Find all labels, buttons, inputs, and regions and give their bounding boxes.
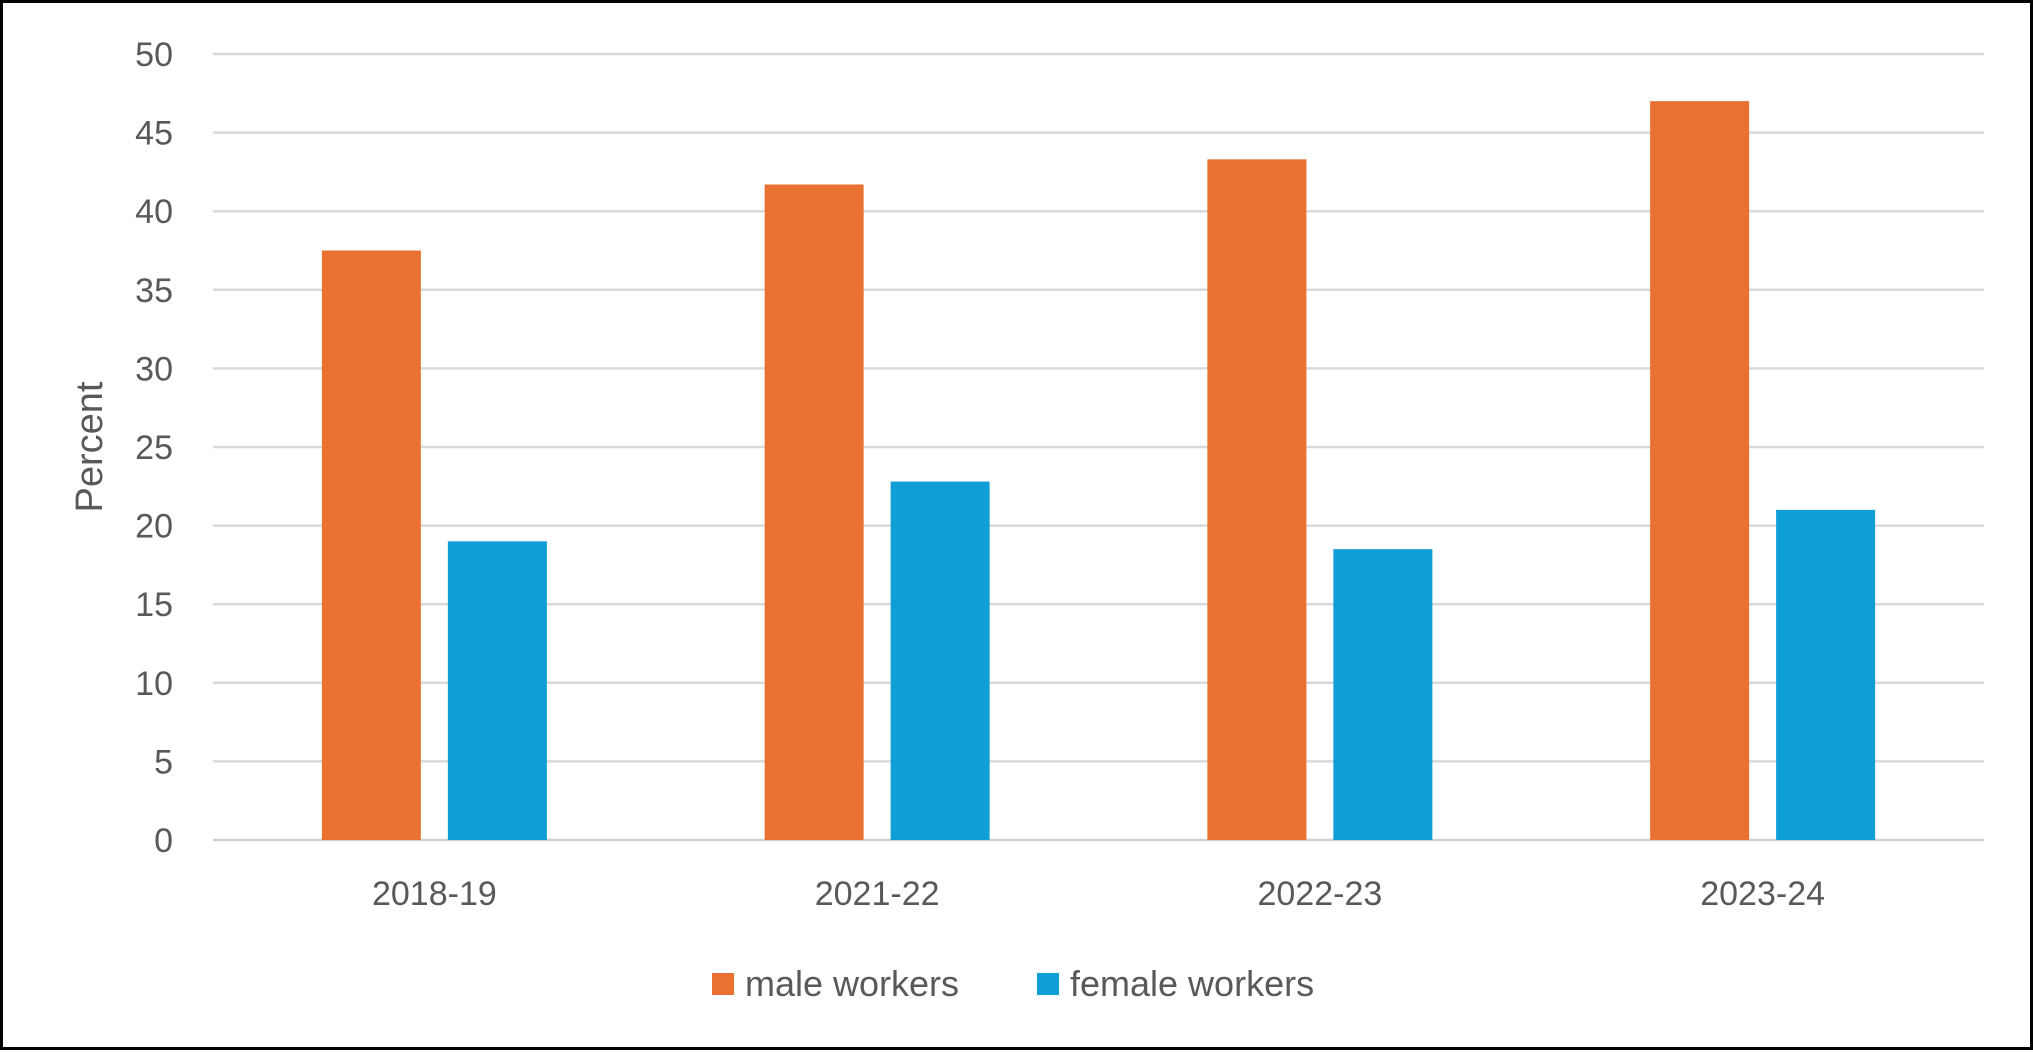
y-tick-label: 40 (135, 193, 173, 231)
legend-label-male: male workers (745, 963, 959, 1004)
y-tick-label: 25 (135, 429, 173, 467)
y-tick-label: 10 (135, 665, 173, 703)
x-tick-label: 2023-24 (1700, 875, 1825, 913)
legend-label-female: female workers (1070, 963, 1314, 1004)
bar-female-2022-23 (1333, 549, 1433, 840)
legend: male workers female workers (712, 963, 1314, 1004)
bar-male-2022-23 (1207, 159, 1307, 841)
bar-chart: 0 5 10 15 20 25 30 35 40 45 50 2018-19 2021-22 2022-… (69, 36, 1984, 1004)
y-tick-label: 30 (135, 350, 173, 388)
y-tick-label: 35 (135, 272, 173, 310)
bar-male-2021-22 (764, 184, 864, 840)
bar-male-2023-24 (1650, 101, 1750, 840)
x-tick-label: 2021-22 (815, 875, 940, 913)
bar-female-2021-22 (890, 481, 990, 840)
y-tick-label: 45 (135, 115, 173, 153)
bar-female-2018-19 (447, 541, 547, 840)
bar-male-2018-19 (321, 250, 421, 840)
x-tick-label: 2018-19 (372, 875, 497, 913)
y-tick-label: 50 (135, 36, 173, 74)
legend-swatch-female (1037, 973, 1059, 995)
y-tick-label: 0 (154, 822, 173, 860)
y-axis-title: Percent (69, 381, 111, 512)
y-tick-label: 5 (154, 743, 173, 781)
bars (321, 101, 1876, 841)
legend-swatch-male (712, 973, 734, 995)
y-tick-label: 15 (135, 586, 173, 624)
y-tick-label: 20 (135, 508, 173, 546)
y-axis-ticks: 0 5 10 15 20 25 30 35 40 45 50 (135, 36, 173, 860)
x-axis-ticks: 2018-19 2021-22 2022-23 2023-24 (372, 875, 1825, 913)
x-tick-label: 2022-23 (1257, 875, 1382, 913)
bar-female-2023-24 (1776, 509, 1876, 840)
